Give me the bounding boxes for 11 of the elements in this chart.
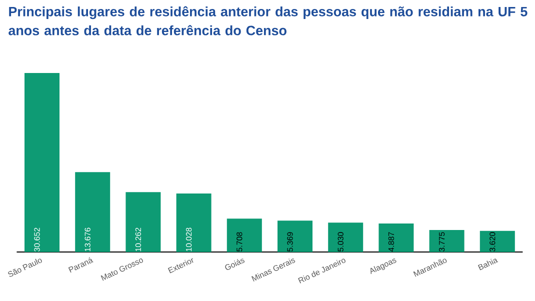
bar xyxy=(278,220,313,252)
bar xyxy=(226,218,262,252)
chart-title: Principais lugares de residência anterior das pessoas que não residiam na UF 5 anos antes da data de referência do Censo xyxy=(8,6,528,36)
bar xyxy=(480,230,515,252)
bar xyxy=(378,223,414,252)
bar xyxy=(24,72,60,252)
bar xyxy=(126,192,161,252)
bar xyxy=(328,222,364,252)
bar xyxy=(176,193,212,252)
bar xyxy=(75,172,110,252)
bar xyxy=(429,230,464,252)
